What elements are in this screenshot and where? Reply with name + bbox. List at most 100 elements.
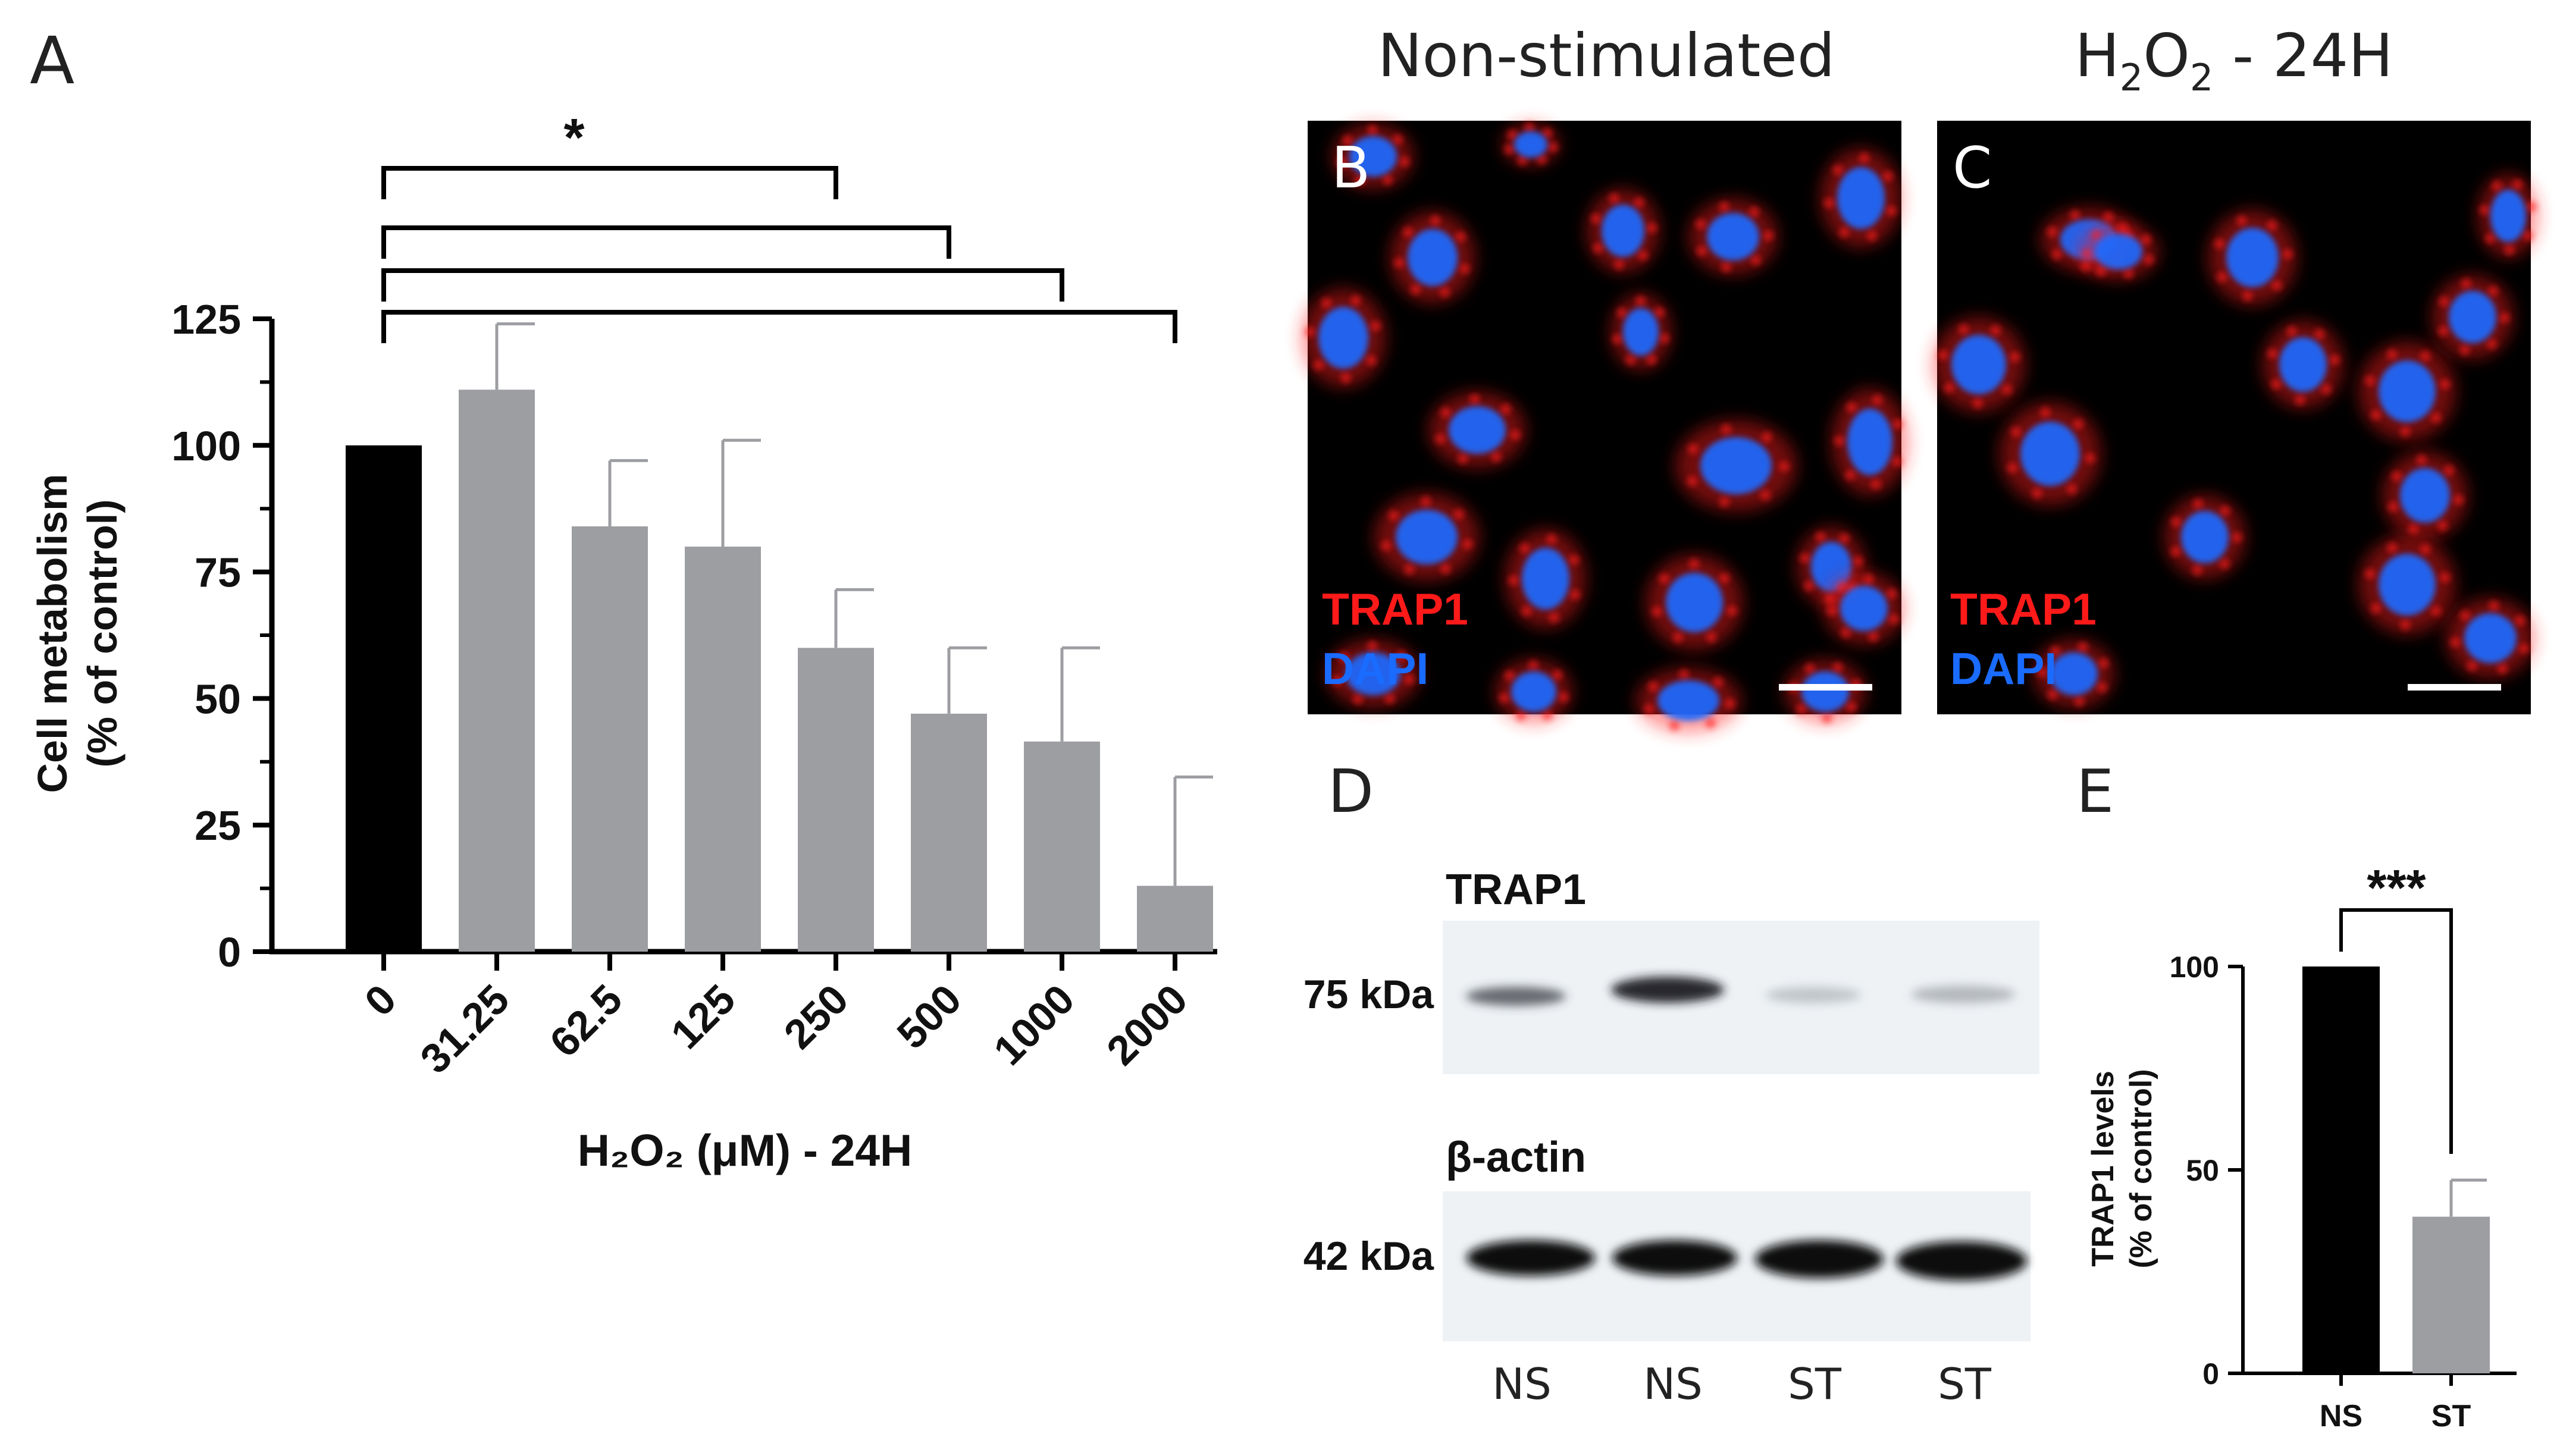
trap1-puncta (2386, 349, 2398, 360)
trap1-puncta (1760, 489, 1771, 501)
cell (2208, 210, 2297, 305)
trap1-puncta (1678, 669, 1690, 680)
nucleus-dapi (1522, 548, 1569, 610)
trap1-puncta (2503, 244, 2515, 256)
trap1-puncta (1384, 693, 1396, 704)
panel-a-significance: * (381, 108, 1177, 343)
nucleus-dapi (2449, 291, 2496, 343)
cell (2358, 535, 2456, 635)
trap1-puncta (2459, 610, 2471, 621)
trap1-puncta (2007, 462, 2018, 473)
x-tick-label: NS (2320, 1399, 2362, 1433)
trap1-puncta (2491, 180, 2502, 192)
trap1-puncta (1352, 694, 1364, 705)
trap1-puncta (2416, 454, 2427, 466)
lane-label: ST (1938, 1359, 1992, 1409)
cell (1820, 148, 1901, 248)
cell (1785, 659, 1866, 724)
trap1-puncta (2488, 600, 2499, 611)
trap1-puncta (2420, 544, 2431, 555)
panel-c-header-tail: - 24H (2213, 21, 2393, 90)
trap1-puncta (2095, 265, 2107, 277)
trap1-puncta (1506, 129, 1518, 140)
trap1-puncta (1515, 710, 1527, 721)
trap1-puncta (1613, 259, 1625, 270)
panel-c: H2O2 - 24H C TRAP1 DAPI (1932, 21, 2539, 714)
panel-c-header-o: O (2143, 21, 2190, 90)
significance-bracket (381, 166, 838, 199)
nucleus-dapi (1707, 213, 1759, 261)
trap1-puncta (1440, 407, 1451, 418)
bar-2000 (1137, 886, 1213, 952)
trap1-puncta (1823, 197, 1835, 209)
trap1-puncta (1687, 443, 1699, 454)
trap1-puncta (1654, 307, 1665, 318)
trap1-puncta (1434, 433, 1446, 444)
trap1-puncta (1687, 475, 1698, 487)
trap1-puncta (1370, 321, 1381, 332)
trap1-puncta (1593, 243, 1604, 254)
trap1-puncta (2141, 234, 2152, 245)
trap1-puncta (1439, 287, 1450, 298)
panel-e-significance: *** (2339, 860, 2453, 1154)
nucleus-dapi (1840, 586, 1888, 631)
blot-actin-bands (1467, 1240, 2027, 1281)
trap1-puncta (1944, 382, 1955, 394)
trap1-puncta (2484, 233, 2496, 244)
trap1-puncta (1821, 713, 1832, 724)
trap1-puncta (1726, 605, 1738, 616)
trap1-puncta (2192, 498, 2204, 510)
trap1-puncta (1367, 641, 1378, 652)
trap1-puncta (1646, 354, 1657, 365)
trap1-puncta (1712, 676, 1724, 688)
trap1-puncta (1832, 662, 1843, 673)
trap1-puncta (1568, 554, 1580, 566)
trap1-puncta (1761, 431, 1772, 443)
trap1-puncta (1872, 394, 1883, 406)
trap1-puncta (1870, 479, 1882, 490)
trap1-puncta (1616, 307, 1628, 318)
panel-e-y-label: TRAP1 levels (% of control) (2086, 1069, 2158, 1268)
nucleus-dapi (1951, 335, 2006, 394)
trap1-puncta (1503, 144, 1515, 155)
cell-layer-non-stimulated (1301, 122, 1909, 733)
trap1-puncta (1867, 631, 1879, 642)
nucleus-dapi (1349, 136, 1397, 177)
trap1-puncta (1469, 394, 1480, 405)
trap1-puncta (1569, 589, 1581, 600)
trap1-puncta (2320, 384, 2332, 395)
y-tick-label: 25 (195, 802, 241, 849)
panel-b: Non-stimulated B TRAP1 DAPI (1301, 21, 1909, 733)
cell (2446, 598, 2535, 679)
trap1-puncta (1455, 231, 1467, 243)
trap1-puncta (2370, 409, 2382, 421)
trap1-puncta (1803, 580, 1815, 591)
trap1-puncta (1669, 720, 1680, 731)
x-tick-label: 500 (888, 975, 970, 1058)
trap1-puncta (2286, 325, 2298, 337)
cell-layer-h2o2-24h (1932, 174, 2539, 708)
trap1-puncta (1350, 295, 1361, 306)
panel-d-letter: D (1328, 757, 1374, 826)
nucleus-dapi (1801, 671, 1849, 712)
trap1-puncta (2391, 470, 2402, 482)
band-trap1-lane2 (1611, 977, 1724, 1003)
bar-ST (2412, 1216, 2490, 1373)
x-tick-label: 125 (662, 975, 744, 1058)
trap1-puncta (2077, 642, 2088, 653)
trap1-puncta (1721, 262, 1732, 273)
trap1-puncta (2408, 523, 2419, 535)
band-actin-lane4 (1896, 1241, 2027, 1281)
trap1-puncta (1815, 531, 1826, 542)
cell (2078, 223, 2159, 280)
trap1-puncta (2102, 211, 2114, 222)
trap1-puncta (1552, 669, 1563, 680)
trap1-puncta (2525, 201, 2537, 212)
trap1-puncta (1625, 354, 1636, 366)
trap1-puncta (1340, 372, 1352, 384)
cell (2358, 341, 2456, 441)
trap1-puncta (1516, 155, 1528, 166)
x-tick-label: 2000 (1098, 975, 1196, 1074)
